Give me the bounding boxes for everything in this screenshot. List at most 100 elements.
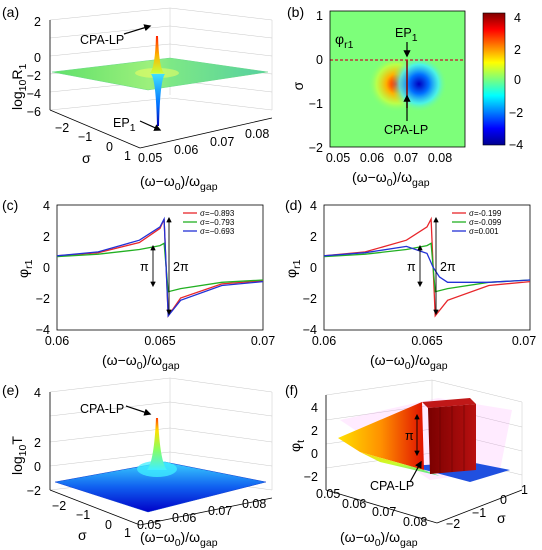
panel-b-colorbar-fill xyxy=(482,12,506,146)
panel-c: (c) 4 2 0 −2 −4 0.06 0.065 0.07 σ=−0.893… xyxy=(2,197,275,372)
panel-a-ztick: 2 xyxy=(34,15,41,29)
panel-c-plot xyxy=(56,216,264,318)
panel-b-ylabel: σ xyxy=(290,81,306,90)
panel-a-xtick: 0.05 xyxy=(138,151,162,165)
panel-a-ztick: −6 xyxy=(27,105,41,119)
panel-f-xlabel: (ω−ω0)/ωgap xyxy=(340,529,418,549)
panel-b-cbar-tick: −4 xyxy=(509,138,523,152)
panel-d-xtick: 0.07 xyxy=(512,334,536,348)
panel-b-ytick: −1 xyxy=(309,97,323,111)
panel-a-ztick: −2 xyxy=(27,69,41,83)
panel-b-cbar-tick: 4 xyxy=(514,11,521,25)
panel-d-ytick: −2 xyxy=(303,292,317,306)
panel-f: (f) 4 2 0 −2 0.05 0.06 xyxy=(285,379,528,549)
panel-e-xtick: 0.05 xyxy=(137,518,161,532)
panel-a-xlabel: (ω−ω0)/ωgap xyxy=(140,173,218,193)
panel-f-ztick: −2 xyxy=(304,470,318,484)
panel-e-xtick: 0.07 xyxy=(208,504,232,518)
panel-c-2pi-label: 2π xyxy=(173,260,189,274)
panel-e-spike xyxy=(147,418,167,470)
panel-e-zlabel: log10T xyxy=(9,436,29,475)
panel-d-pi-label: π xyxy=(407,260,416,274)
panel-f-pi-label: π xyxy=(405,429,414,443)
panel-a-label: (a) xyxy=(2,4,19,20)
panel-b-xlabel: (ω−ω0)/ωgap xyxy=(352,169,430,189)
panel-c-xticks: 0.06 0.065 0.07 xyxy=(45,334,275,348)
panel-b-inner-label: φr1 xyxy=(335,31,354,51)
panel-e: (e) 4 2 0 −2 −2 −1 0 1 0.05 xyxy=(2,377,273,549)
panel-a-ytick: −1 xyxy=(78,130,92,144)
panel-d-ytick: 4 xyxy=(310,199,317,213)
panel-a-ztick: −4 xyxy=(27,87,41,101)
panel-d-ytick: 2 xyxy=(310,230,317,244)
panel-e-ylabel: σ xyxy=(78,527,87,543)
panel-f-xtick: 0.06 xyxy=(342,497,366,511)
panel-a-xtick: 0.06 xyxy=(174,143,198,157)
panel-e-xlabel: (ω−ω0)/ωgap xyxy=(140,529,218,549)
panel-a-ytick: 0 xyxy=(106,140,113,154)
panel-c-yticks: 4 2 0 −2 −4 xyxy=(36,199,50,337)
panel-d-xticks: 0.06 0.065 0.07 xyxy=(312,334,536,348)
panel-c-legend-label: σ=−0.793 xyxy=(200,218,235,227)
panel-f-ztick: 0 xyxy=(311,447,318,461)
panel-a-ytick: −2 xyxy=(55,121,69,135)
panel-e-ztick: 0 xyxy=(34,460,41,474)
panel-d-plot xyxy=(323,216,531,318)
panel-f-block-top xyxy=(422,398,476,408)
panel-f-ztick: 4 xyxy=(311,401,318,415)
panel-e-surface xyxy=(54,461,267,513)
panel-a-zticks: 2 0 −2 −4 −6 xyxy=(27,15,41,119)
panel-c-pi-label: π xyxy=(140,260,149,274)
panel-c-series-line xyxy=(56,216,264,318)
panel-a-ep-arrow xyxy=(139,120,162,131)
panel-e-cpa-label: CPA-LP xyxy=(80,402,124,416)
panel-f-block-grid xyxy=(439,405,465,473)
panel-f-ytick: −2 xyxy=(446,517,460,531)
panel-b-ytick: 1 xyxy=(316,9,323,23)
panel-c-legend-label: σ=−0.893 xyxy=(200,209,235,218)
panel-b-ytick: −2 xyxy=(309,141,323,155)
panel-d-legend-label: σ=-0.099 xyxy=(469,218,502,227)
panel-d-ylabel: φr1 xyxy=(283,259,303,278)
panel-c-ytick: 0 xyxy=(43,261,50,275)
panel-a-ytick: 1 xyxy=(124,149,131,163)
panel-c-xtick: 0.065 xyxy=(144,334,175,348)
panel-f-ytick: −1 xyxy=(472,506,486,520)
panel-b-yticks: 1 0 −1 −2 xyxy=(309,9,323,155)
panel-a-spike-down xyxy=(151,74,165,126)
panel-c-ytick: −4 xyxy=(36,323,50,337)
panel-d-xlabel: (ω−ω0)/ωgap xyxy=(370,352,448,372)
panel-b-cbar-tick: 2 xyxy=(514,43,521,57)
panel-b-cbar-tick: 0 xyxy=(514,73,521,87)
panel-a-cpa-label: CPA-LP xyxy=(80,33,124,47)
panel-c-xlabel: (ω−ω0)/ωgap xyxy=(102,352,180,372)
panel-b-ep-label: EP1 xyxy=(395,26,418,44)
panel-f-zticks: 4 2 0 −2 xyxy=(304,401,318,484)
panel-e-xticks: 0.05 0.06 0.07 0.08 xyxy=(137,497,266,532)
panel-a: (a) 2 0 −2 −4 −6 −2 −1 xyxy=(2,4,273,193)
panel-f-cpa-arrow xyxy=(409,460,422,483)
panel-e-ztick: −2 xyxy=(27,484,41,498)
panel-f-xtick: 0.08 xyxy=(403,515,427,529)
panel-f-ytick: 1 xyxy=(521,483,528,497)
panel-a-zlabel: log10R1 xyxy=(9,64,29,111)
panel-e-zticks: 4 2 0 −2 xyxy=(27,386,41,498)
panel-c-ytick: −2 xyxy=(36,292,50,306)
panel-a-ztick: 0 xyxy=(34,51,41,65)
panel-f-ztick: 2 xyxy=(311,424,318,438)
panel-f-zlabel: φt xyxy=(287,440,307,452)
panel-b-negative-lobe xyxy=(391,56,447,112)
panel-a-xticks: 0.05 0.06 0.07 0.08 xyxy=(138,127,269,165)
panel-f-xtick: 0.05 xyxy=(316,487,340,501)
panel-a-ylabel: σ xyxy=(82,150,91,166)
panel-e-xtick: 0.06 xyxy=(172,511,196,525)
panel-c-ytick: 4 xyxy=(43,199,50,213)
panel-b-colorbar: 4 2 0 −2 −4 xyxy=(482,11,523,152)
panel-d-ytick: −4 xyxy=(303,323,317,337)
panel-b-xticks: 0.05 0.06 0.07 0.08 xyxy=(326,151,452,165)
panel-b-xtick: 0.07 xyxy=(394,151,418,165)
panel-b-xtick: 0.05 xyxy=(326,151,350,165)
panel-a-yticks: −2 −1 0 1 xyxy=(55,121,131,163)
panel-c-xtick: 0.07 xyxy=(251,334,275,348)
